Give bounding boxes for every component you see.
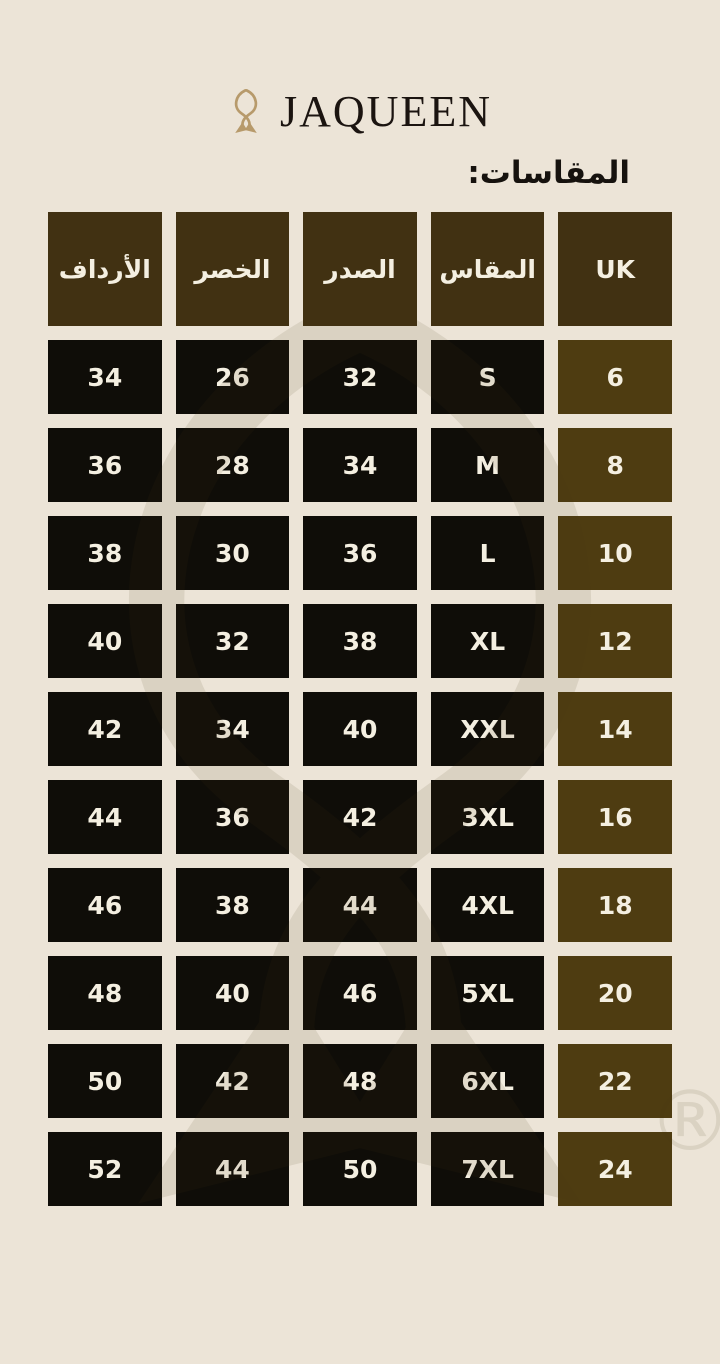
- brand-logo: JAQUEEN: [0, 84, 720, 140]
- table-cell-size: 3XL: [430, 780, 545, 854]
- table-cell-hips: 42: [48, 692, 162, 766]
- column-header-waist: الخصر: [175, 212, 290, 326]
- table-cell-size: 7XL: [430, 1132, 545, 1206]
- table-cell-hips: 38: [48, 516, 162, 590]
- table-cell-waist: 28: [175, 428, 290, 502]
- jaqueen-monogram-icon: [234, 89, 258, 133]
- table-cell-hips: 44: [48, 780, 162, 854]
- table-cell-waist: 34: [175, 692, 290, 766]
- table-cell-chest: 42: [303, 780, 417, 854]
- table-cell-uk: 14: [558, 692, 672, 766]
- table-cell-waist: 38: [175, 868, 290, 942]
- table-cell-chest: 34: [303, 428, 417, 502]
- table-cell-waist: 26: [175, 340, 290, 414]
- column-header-size: المقاس: [430, 212, 545, 326]
- table-cell-chest: 44: [303, 868, 417, 942]
- table-cell-hips: 50: [48, 1044, 162, 1118]
- table-cell-uk: 10: [558, 516, 672, 590]
- table-cell-chest: 36: [303, 516, 417, 590]
- column-header-chest: الصدر: [303, 212, 417, 326]
- table-cell-uk: 16: [558, 780, 672, 854]
- table-cell-hips: 40: [48, 604, 162, 678]
- size-chart-page: JAQUEEN المقاسات: UK المقاس الصدر الخصر …: [0, 84, 720, 1364]
- table-cell-chest: 48: [303, 1044, 417, 1118]
- table-cell-uk: 18: [558, 868, 672, 942]
- table-cell-size: 5XL: [430, 956, 545, 1030]
- table-cell-uk: 20: [558, 956, 672, 1030]
- table-cell-chest: 40: [303, 692, 417, 766]
- table-cell-size: 4XL: [430, 868, 545, 942]
- table-cell-hips: 46: [48, 868, 162, 942]
- column-header-hips: الأرداف: [48, 212, 162, 326]
- table-cell-size: S: [430, 340, 545, 414]
- table-cell-waist: 32: [175, 604, 290, 678]
- table-cell-uk: 6: [558, 340, 672, 414]
- table-cell-uk: 24: [558, 1132, 672, 1206]
- table-cell-waist: 44: [175, 1132, 290, 1206]
- table-cell-chest: 38: [303, 604, 417, 678]
- table-cell-chest: 46: [303, 956, 417, 1030]
- table-cell-size: XL: [430, 604, 545, 678]
- table-cell-size: M: [430, 428, 545, 502]
- table-cell-waist: 30: [175, 516, 290, 590]
- table-cell-uk: 12: [558, 604, 672, 678]
- table-cell-chest: 50: [303, 1132, 417, 1206]
- table-cell-uk: 22: [558, 1044, 672, 1118]
- table-cell-chest: 32: [303, 340, 417, 414]
- table-cell-waist: 40: [175, 956, 290, 1030]
- table-cell-uk: 8: [558, 428, 672, 502]
- table-cell-size: L: [430, 516, 545, 590]
- table-cell-waist: 42: [175, 1044, 290, 1118]
- table-cell-hips: 34: [48, 340, 162, 414]
- table-cell-size: 6XL: [430, 1044, 545, 1118]
- size-table: UK المقاس الصدر الخصر الأرداف 6 S 32 26 34 8 M…: [48, 212, 672, 1206]
- table-cell-size: XXL: [430, 692, 545, 766]
- table-cell-waist: 36: [175, 780, 290, 854]
- brand-name: JAQUEEN: [280, 87, 492, 136]
- table-cell-hips: 36: [48, 428, 162, 502]
- column-header-uk: UK: [558, 212, 672, 326]
- page-title: المقاسات:: [467, 155, 630, 191]
- table-cell-hips: 48: [48, 956, 162, 1030]
- table-cell-hips: 52: [48, 1132, 162, 1206]
